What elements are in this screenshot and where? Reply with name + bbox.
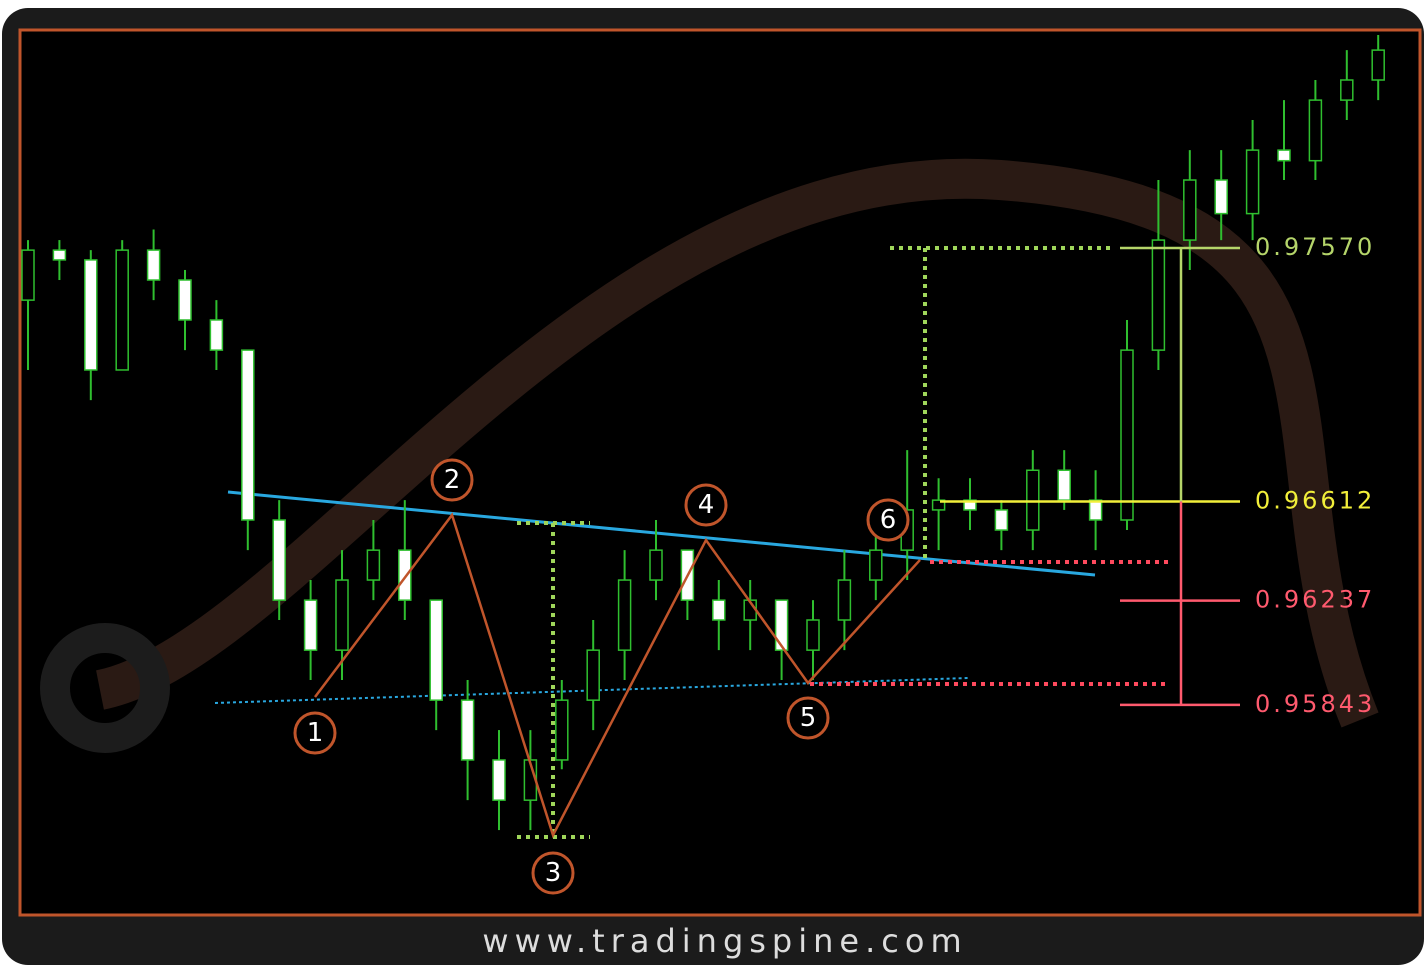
candle-body	[1088, 499, 1103, 521]
point-circle	[531, 851, 575, 895]
point-circle	[430, 458, 474, 502]
candle-body	[931, 499, 946, 511]
point-label: 5	[800, 703, 817, 733]
candle-body	[1277, 149, 1291, 162]
candle-body	[1214, 179, 1228, 215]
candle-body	[398, 549, 412, 601]
candle-body	[1026, 469, 1040, 531]
candle-body	[555, 699, 569, 761]
candle-body	[429, 599, 443, 701]
candle-body	[303, 599, 318, 651]
point-label: 3	[545, 858, 562, 888]
candle-body	[1340, 79, 1354, 101]
point-label: 6	[880, 505, 897, 535]
candle-body	[146, 249, 161, 281]
candle-body	[272, 519, 286, 601]
watermark	[95, 158, 1379, 728]
candle-body	[712, 599, 726, 621]
candle-body	[1371, 49, 1385, 81]
candle-body	[178, 279, 192, 321]
candle-body	[52, 249, 67, 261]
candle-body	[1151, 239, 1166, 351]
candle-body	[869, 549, 883, 581]
watermark	[40, 623, 170, 753]
footer: www.tradingspine.com	[482, 922, 967, 960]
point-label: 4	[698, 490, 715, 520]
level-label: 0.96612	[1255, 486, 1375, 514]
candle-body	[492, 759, 506, 801]
candle-body	[460, 699, 475, 761]
candle-body	[1245, 149, 1260, 215]
candle-body	[806, 619, 820, 651]
candle-body	[1057, 469, 1071, 501]
point-label: 1	[307, 718, 324, 748]
candle-body	[115, 249, 129, 371]
candle-body	[649, 549, 663, 581]
candle-body	[21, 249, 35, 301]
candle-body	[209, 319, 224, 351]
candle-body	[241, 349, 255, 521]
candle-body	[586, 649, 600, 701]
candle-body	[1308, 99, 1323, 162]
point-circle	[786, 696, 830, 740]
candle-body	[774, 599, 789, 651]
candle-body	[335, 579, 349, 651]
point-circle	[866, 498, 910, 542]
candle-body	[1183, 179, 1197, 241]
candle-body	[617, 579, 632, 651]
candle-body	[994, 509, 1009, 531]
candle-body	[837, 579, 852, 621]
candle-body	[963, 499, 977, 511]
zigzag	[314, 512, 921, 839]
point-label: 2	[444, 465, 461, 495]
plot: 0.97570 0.96612 0.96237 0.95843 1 2 3 4 5 6	[21, 35, 1385, 895]
point-circle	[293, 711, 337, 755]
point-circle	[684, 483, 728, 527]
plot-area	[18, 28, 1422, 917]
candle-body	[84, 259, 98, 371]
level-label: 0.96237	[1255, 586, 1375, 614]
candle-body	[366, 549, 381, 581]
level-label: 0.95843	[1255, 690, 1375, 718]
level-label: 0.97570	[1255, 233, 1375, 261]
candle-body	[1120, 349, 1134, 521]
